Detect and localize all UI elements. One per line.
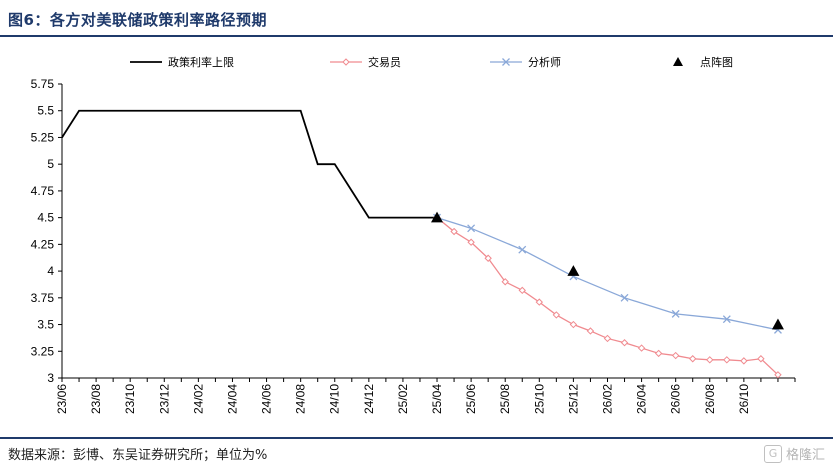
y-tick-label: 5.25	[31, 130, 55, 144]
chart-title: 图6：各方对美联储政策利率路径预期	[8, 11, 267, 29]
x-tick-label: 24/12	[362, 384, 376, 414]
legend-label: 交易员	[368, 55, 401, 69]
analysts-line	[436, 217, 779, 331]
x-tick-label: 23/08	[89, 384, 103, 414]
dot-plot-point	[431, 211, 444, 223]
legend-item-traders: 交易员	[330, 55, 401, 69]
x-tick-label: 25/10	[532, 384, 546, 414]
footer-divider	[0, 437, 833, 439]
y-tick-label: 4	[47, 264, 54, 278]
source-note: 数据来源：彭博、东吴证券研究所；单位为%	[8, 448, 268, 463]
x-stroke	[620, 293, 629, 302]
y-tick-label: 3.5	[37, 318, 54, 332]
x-tick-label: 26/10	[737, 384, 751, 414]
x-tick-label: 24/02	[191, 384, 205, 414]
policy-rate-line	[61, 109, 438, 219]
trader-point	[689, 355, 697, 363]
analyst-point	[467, 224, 476, 233]
x-tick-label: 26/08	[703, 384, 717, 414]
y-tick-label: 5.5	[37, 104, 54, 118]
x-tick-label: 25/12	[566, 384, 580, 414]
title-divider	[0, 35, 833, 37]
trader-point	[501, 278, 509, 286]
trader-point	[586, 327, 595, 335]
y-tick-label: 5.75	[31, 77, 55, 91]
analyst-point	[620, 293, 629, 302]
x-tick-label: 23/10	[123, 384, 137, 414]
trader-point	[637, 344, 646, 352]
legend-item-dot-plot: 点阵图	[673, 55, 733, 69]
x-tick-label: 25/02	[396, 384, 410, 414]
x-tick-label: 26/06	[669, 384, 683, 414]
trader-point	[620, 339, 629, 347]
watermark-text: 格隆汇	[785, 448, 825, 463]
y-tick-label: 3.75	[31, 291, 55, 305]
x-tick-label: 24/06	[260, 384, 274, 414]
trader-point	[723, 356, 731, 364]
y-tick-label: 4.5	[37, 211, 54, 225]
chart: 政策利率上限 交易员 分析师 点阵图 3 3.25 3.5 3.75 4 4.25 4.5 4.75…	[31, 55, 796, 414]
trader-point	[467, 238, 475, 246]
x-tick-label: 26/04	[635, 384, 649, 414]
trader-point	[484, 254, 492, 262]
plot-area	[61, 109, 784, 379]
y-tick-label: 4.25	[31, 237, 55, 251]
x-stroke	[467, 224, 476, 233]
traders-line	[436, 217, 779, 376]
watermark-logo-icon: G	[763, 444, 782, 463]
trader-point	[552, 311, 561, 319]
trader-point	[706, 356, 714, 364]
x-tick-label: 25/06	[464, 384, 478, 414]
y-tick-label: 3	[47, 371, 54, 385]
trader-point	[342, 58, 350, 66]
y-tick-label: 4.75	[31, 184, 55, 198]
trader-point	[774, 371, 782, 379]
x-tick-label: 25/04	[430, 384, 444, 414]
trader-point	[757, 355, 765, 363]
trader-point	[671, 351, 680, 360]
x-stroke	[671, 309, 680, 318]
trader-point	[569, 320, 578, 329]
trader-point	[518, 286, 526, 295]
legend-label: 点阵图	[700, 55, 733, 69]
y-tick-label: 5	[47, 157, 54, 171]
x-stroke	[722, 315, 731, 324]
analyst-point	[518, 245, 527, 254]
legend-triangle-icon	[673, 57, 683, 66]
x-tick-label: 26/02	[600, 384, 614, 414]
x-tick-label: 24/04	[225, 384, 239, 414]
x-stroke	[518, 245, 527, 254]
x-stroke	[502, 58, 510, 66]
x-tick-label: 24/08	[294, 384, 308, 414]
legend-item-policy-rate: 政策利率上限	[130, 55, 234, 69]
trader-point	[535, 298, 544, 306]
dot-plot-point	[567, 265, 580, 276]
analyst-point	[671, 309, 680, 318]
trader-point	[740, 357, 748, 365]
legend-item-analysts: 分析师	[490, 55, 561, 69]
analyst-point	[722, 315, 731, 324]
y-tick-label: 3.25	[31, 344, 55, 358]
legend-x-icon	[502, 58, 510, 66]
x-tick-label: 23/06	[55, 384, 69, 414]
dot-plot-point	[771, 318, 784, 330]
x-tick-label: 23/12	[157, 384, 171, 414]
legend-label: 政策利率上限	[168, 55, 234, 69]
trader-point	[654, 349, 663, 358]
trader-point	[450, 227, 458, 236]
x-tick-label: 24/10	[328, 384, 342, 414]
axes: 3 3.25 3.5 3.75 4 4.25 4.5 4.75 5 5.25 5.5 5.75 23/0…	[31, 77, 796, 414]
legend: 政策利率上限 交易员 分析师 点阵图	[130, 55, 733, 69]
watermark: G 格隆汇	[763, 444, 825, 463]
legend-label: 分析师	[528, 55, 561, 69]
x-tick-label: 25/08	[498, 384, 512, 414]
trader-point	[603, 334, 612, 343]
